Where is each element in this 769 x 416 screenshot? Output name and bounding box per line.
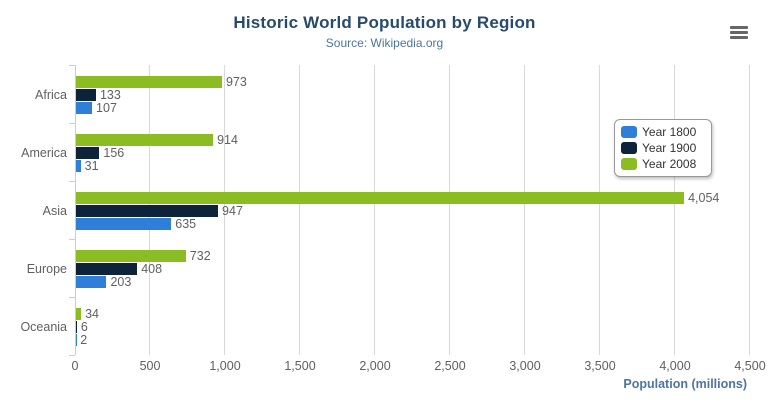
bar-asia-year-1800[interactable] xyxy=(76,218,172,230)
x-axis-tick-label: 3,000 xyxy=(509,359,541,373)
x-axis-tick-label: 1,500 xyxy=(284,359,316,373)
bar-africa-year-1800[interactable] xyxy=(76,102,93,114)
axis-tick xyxy=(69,239,75,240)
data-label: 973 xyxy=(225,74,247,89)
bar-africa-year-1900[interactable] xyxy=(76,89,96,101)
bar-oceania-year-2008[interactable] xyxy=(76,308,82,320)
gridline xyxy=(524,65,525,355)
hamburger-menu-icon xyxy=(730,30,748,34)
export-menu-button[interactable] xyxy=(728,22,752,42)
axis-tick xyxy=(69,65,75,66)
legend-item-label: Year 1900 xyxy=(642,141,697,155)
data-label: 732 xyxy=(189,248,211,263)
data-label: 203 xyxy=(110,274,132,289)
category-label-america: America xyxy=(21,146,67,160)
axis-tick xyxy=(69,181,75,182)
axis-tick xyxy=(69,355,75,356)
legend-item-label: Year 1800 xyxy=(642,125,697,139)
gridline xyxy=(299,65,300,355)
bar-europe-year-1900[interactable] xyxy=(76,263,138,275)
data-label: 34 xyxy=(85,306,99,321)
x-axis-tick-label: 0 xyxy=(71,359,79,373)
x-axis-tick-label: 4,500 xyxy=(734,359,766,373)
data-label: 6 xyxy=(80,319,88,334)
chart-title: Historic World Population by Region xyxy=(233,13,536,32)
data-label: 2 xyxy=(80,332,88,347)
gridline xyxy=(599,65,600,355)
legend-swatch xyxy=(621,158,637,170)
data-label: 133 xyxy=(99,87,121,102)
legend: Year 1800 Year 1900 Year 2008 xyxy=(614,119,712,177)
data-label: 156 xyxy=(103,145,125,160)
x-axis-title: Population (millions) xyxy=(623,377,747,391)
bar-america-year-2008[interactable] xyxy=(76,134,214,146)
x-axis-tick-label: 4,000 xyxy=(659,359,691,373)
category-axis-line xyxy=(75,65,76,355)
legend-swatch xyxy=(621,142,637,154)
legend-item-year-2008[interactable]: Year 2008 xyxy=(615,156,711,172)
bar-asia-year-1900[interactable] xyxy=(76,205,219,217)
bar-america-year-1900[interactable] xyxy=(76,147,100,159)
category-label-africa: Africa xyxy=(35,88,67,102)
data-label: 107 xyxy=(96,100,117,115)
gridline xyxy=(674,65,675,355)
gridline xyxy=(224,65,225,355)
data-label: 635 xyxy=(175,216,197,231)
axis-tick xyxy=(69,297,75,298)
x-axis-tick-label: 3,500 xyxy=(584,359,616,373)
x-axis-tick-label: 1,000 xyxy=(209,359,241,373)
axis-tick xyxy=(69,123,75,124)
data-label: 408 xyxy=(141,261,163,276)
x-axis-tick-label: 2,500 xyxy=(434,359,466,373)
bar-asia-year-2008[interactable] xyxy=(76,192,685,204)
gridline xyxy=(449,65,450,355)
chart-subtitle: Source: Wikipedia.org xyxy=(325,36,444,50)
hamburger-menu-icon xyxy=(730,25,748,29)
bar-europe-year-2008[interactable] xyxy=(76,250,186,262)
data-label: 947 xyxy=(222,203,243,218)
legend-swatch xyxy=(621,126,637,138)
category-label-europe: Europe xyxy=(26,262,67,276)
legend-item-year-1800[interactable]: Year 1800 xyxy=(615,124,711,140)
data-label: 4,054 xyxy=(688,190,720,205)
gridline xyxy=(749,65,750,355)
bar-africa-year-2008[interactable] xyxy=(76,76,222,88)
hamburger-menu-icon xyxy=(730,35,748,39)
x-axis-tick-label: 500 xyxy=(139,359,161,373)
x-axis-tick-label: 2,000 xyxy=(359,359,391,373)
bar-america-year-1800[interactable] xyxy=(76,160,81,172)
gridline xyxy=(374,65,375,355)
legend-item-label: Year 2008 xyxy=(642,157,697,171)
bar-oceania-year-1900[interactable] xyxy=(76,321,77,333)
category-label-asia: Asia xyxy=(42,204,67,218)
legend-item-year-1900[interactable]: Year 1900 xyxy=(615,140,711,156)
data-label: 31 xyxy=(84,158,99,173)
bar-europe-year-1800[interactable] xyxy=(76,276,107,288)
data-label: 914 xyxy=(217,132,238,147)
category-label-oceania: Oceania xyxy=(20,320,67,334)
